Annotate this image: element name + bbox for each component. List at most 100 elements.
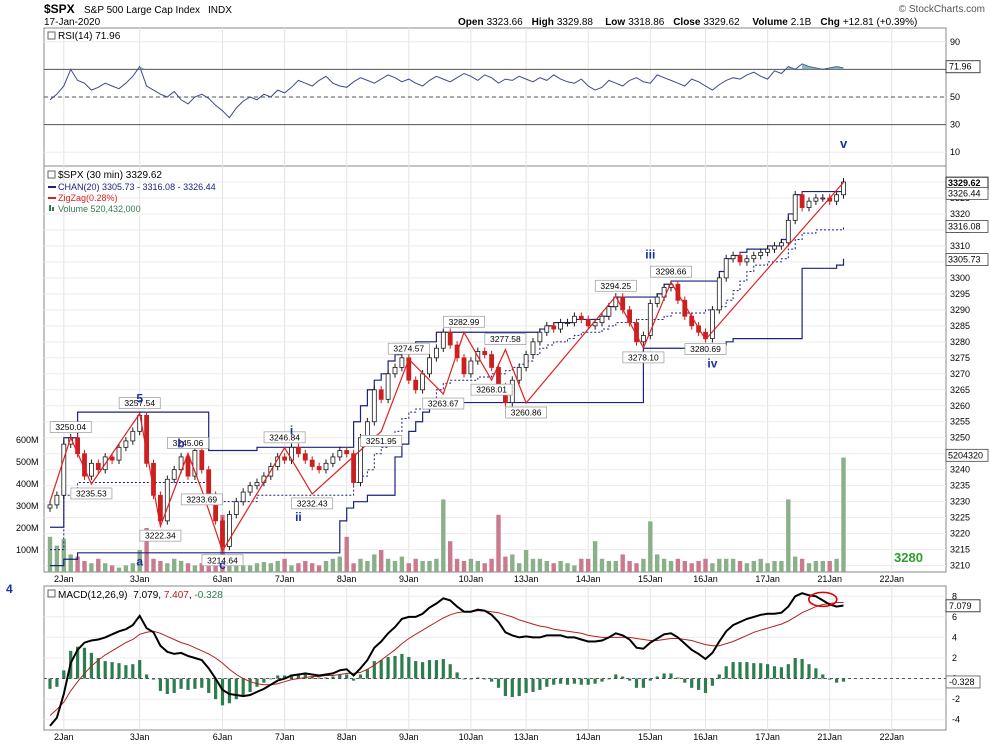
volume-bar bbox=[379, 550, 384, 572]
macd-histogram-bar bbox=[234, 678, 238, 700]
candle-body bbox=[482, 351, 488, 356]
volume-bar bbox=[641, 558, 646, 572]
price-tick-label: 3260 bbox=[950, 401, 970, 411]
candle-body bbox=[765, 248, 770, 253]
candle-body bbox=[399, 357, 405, 368]
candle-body bbox=[420, 373, 426, 391]
macd-histogram-bar bbox=[365, 669, 369, 679]
price-legend: $SPX (30 min) 3329.62 CHAN(20) 3305.73 -… bbox=[47, 170, 216, 214]
volume-legend-swatch bbox=[52, 207, 54, 211]
rsi-tick-label: 10 bbox=[950, 147, 960, 157]
rsi-overbought-fill bbox=[829, 66, 837, 70]
volume-bar bbox=[165, 563, 170, 572]
pivot-label: 3282.99 bbox=[449, 317, 480, 327]
macd-histogram-bar bbox=[165, 678, 169, 694]
pivot-label: 3268.01 bbox=[476, 385, 507, 395]
price-tick-label: 3295 bbox=[950, 289, 970, 299]
macd-histogram-bar bbox=[62, 670, 66, 679]
macd-histogram-bar bbox=[462, 678, 466, 680]
volume-bar bbox=[268, 563, 273, 572]
volume-bar bbox=[482, 563, 487, 572]
candle-body bbox=[523, 354, 529, 368]
macd-histogram-bar bbox=[124, 665, 128, 679]
volume-bar bbox=[751, 561, 756, 572]
macd-histogram-bar bbox=[476, 677, 480, 679]
index-name: S&P 500 Large Cap Index bbox=[84, 5, 200, 16]
axis-layer: 3210321532203225323032353240324532503255… bbox=[54, 176, 989, 742]
candle-body bbox=[641, 335, 646, 343]
volume-bar bbox=[565, 563, 570, 572]
exchange: INDX bbox=[208, 5, 232, 16]
candle-body bbox=[220, 520, 225, 547]
volume-bar bbox=[310, 563, 315, 572]
pivot-label-box bbox=[360, 435, 403, 447]
x-tick-label-bottom: 6Jan bbox=[213, 732, 233, 742]
macd-histogram-bar bbox=[821, 674, 825, 679]
macd-signal-line bbox=[49, 602, 844, 716]
macd-histogram-bar bbox=[269, 678, 273, 680]
x-tick-label: 7Jan bbox=[275, 574, 295, 584]
macd-histogram-bar bbox=[151, 678, 156, 680]
price-panel bbox=[43, 165, 947, 573]
pivot-label-box bbox=[201, 554, 244, 567]
rsi-value-label: 71.96 bbox=[949, 62, 972, 72]
macd-histogram-bar bbox=[552, 678, 556, 685]
candle-body bbox=[206, 469, 212, 496]
pivot-label-box bbox=[484, 333, 527, 345]
macd-histogram-bar bbox=[496, 678, 501, 688]
price-tick-label: 3270 bbox=[950, 369, 970, 379]
macd-histogram-bar bbox=[531, 678, 535, 692]
macd-legend: MACD(12,26,9) 7.079, 7.407, -0.328 bbox=[47, 589, 223, 601]
macd-histogram-bar bbox=[814, 668, 818, 679]
macd-histogram-bar bbox=[545, 678, 549, 687]
x-tick-label: 15Jan bbox=[638, 574, 663, 584]
candle-body bbox=[744, 258, 750, 263]
volume-bar bbox=[737, 561, 743, 572]
candle-body bbox=[171, 469, 177, 480]
macd-histogram-bar bbox=[352, 678, 356, 681]
x-tick-label-bottom: 2Jan bbox=[54, 732, 74, 742]
macd-histogram-bar bbox=[697, 678, 701, 690]
legend-box bbox=[47, 170, 56, 179]
price-tick-label: 3300 bbox=[950, 273, 970, 283]
x-tick-label-bottom: 10Jan bbox=[459, 732, 484, 742]
x-tick-label-bottom: 8Jan bbox=[337, 732, 357, 742]
candle-body bbox=[565, 322, 570, 325]
pivot-label-box bbox=[387, 342, 430, 355]
macd-histogram-bar bbox=[103, 661, 107, 679]
volume-legend-swatch bbox=[49, 205, 51, 211]
macd-histogram-bar bbox=[172, 678, 176, 693]
macd-tick-label: 8 bbox=[952, 591, 957, 601]
price-tick-label: 3275 bbox=[950, 353, 970, 363]
macd-histogram-bar bbox=[835, 678, 839, 683]
macd-tick-label: 2 bbox=[952, 653, 957, 663]
pivot-label-box bbox=[180, 493, 223, 506]
candle-body bbox=[592, 322, 598, 327]
volume-bar bbox=[151, 558, 156, 572]
candle-body bbox=[723, 258, 729, 279]
rsi-layer: 907050301071.96 bbox=[44, 37, 981, 157]
volume-bar bbox=[806, 563, 812, 572]
price-tag-label: 5204320 bbox=[948, 450, 983, 460]
volume-bar bbox=[793, 556, 798, 572]
volume-bar bbox=[448, 541, 453, 572]
price-tick-label: 3320 bbox=[950, 209, 970, 219]
volume-bar bbox=[599, 558, 605, 572]
price-tag-box bbox=[945, 220, 989, 233]
price-tick-label: 3230 bbox=[950, 497, 970, 507]
candle-body bbox=[123, 440, 129, 448]
pivot-label: 3260.86 bbox=[511, 408, 542, 418]
volume-bar bbox=[75, 556, 80, 572]
pivot-label-box bbox=[650, 265, 692, 278]
pivot-label: 3222.34 bbox=[145, 531, 176, 541]
pivot-label: 3298.66 bbox=[656, 267, 687, 277]
macd-histogram-bar bbox=[324, 677, 328, 679]
macd-histogram-bar bbox=[614, 674, 618, 679]
pivot-label: 3250.04 bbox=[55, 422, 86, 432]
macd-histogram-bar bbox=[414, 661, 418, 679]
wave-label: iv bbox=[707, 356, 717, 370]
macd-histogram-bar bbox=[710, 678, 714, 686]
candle-body bbox=[89, 462, 94, 477]
pivot-label: 3214.64 bbox=[207, 555, 238, 565]
x-tick-label: 8Jan bbox=[337, 574, 357, 584]
